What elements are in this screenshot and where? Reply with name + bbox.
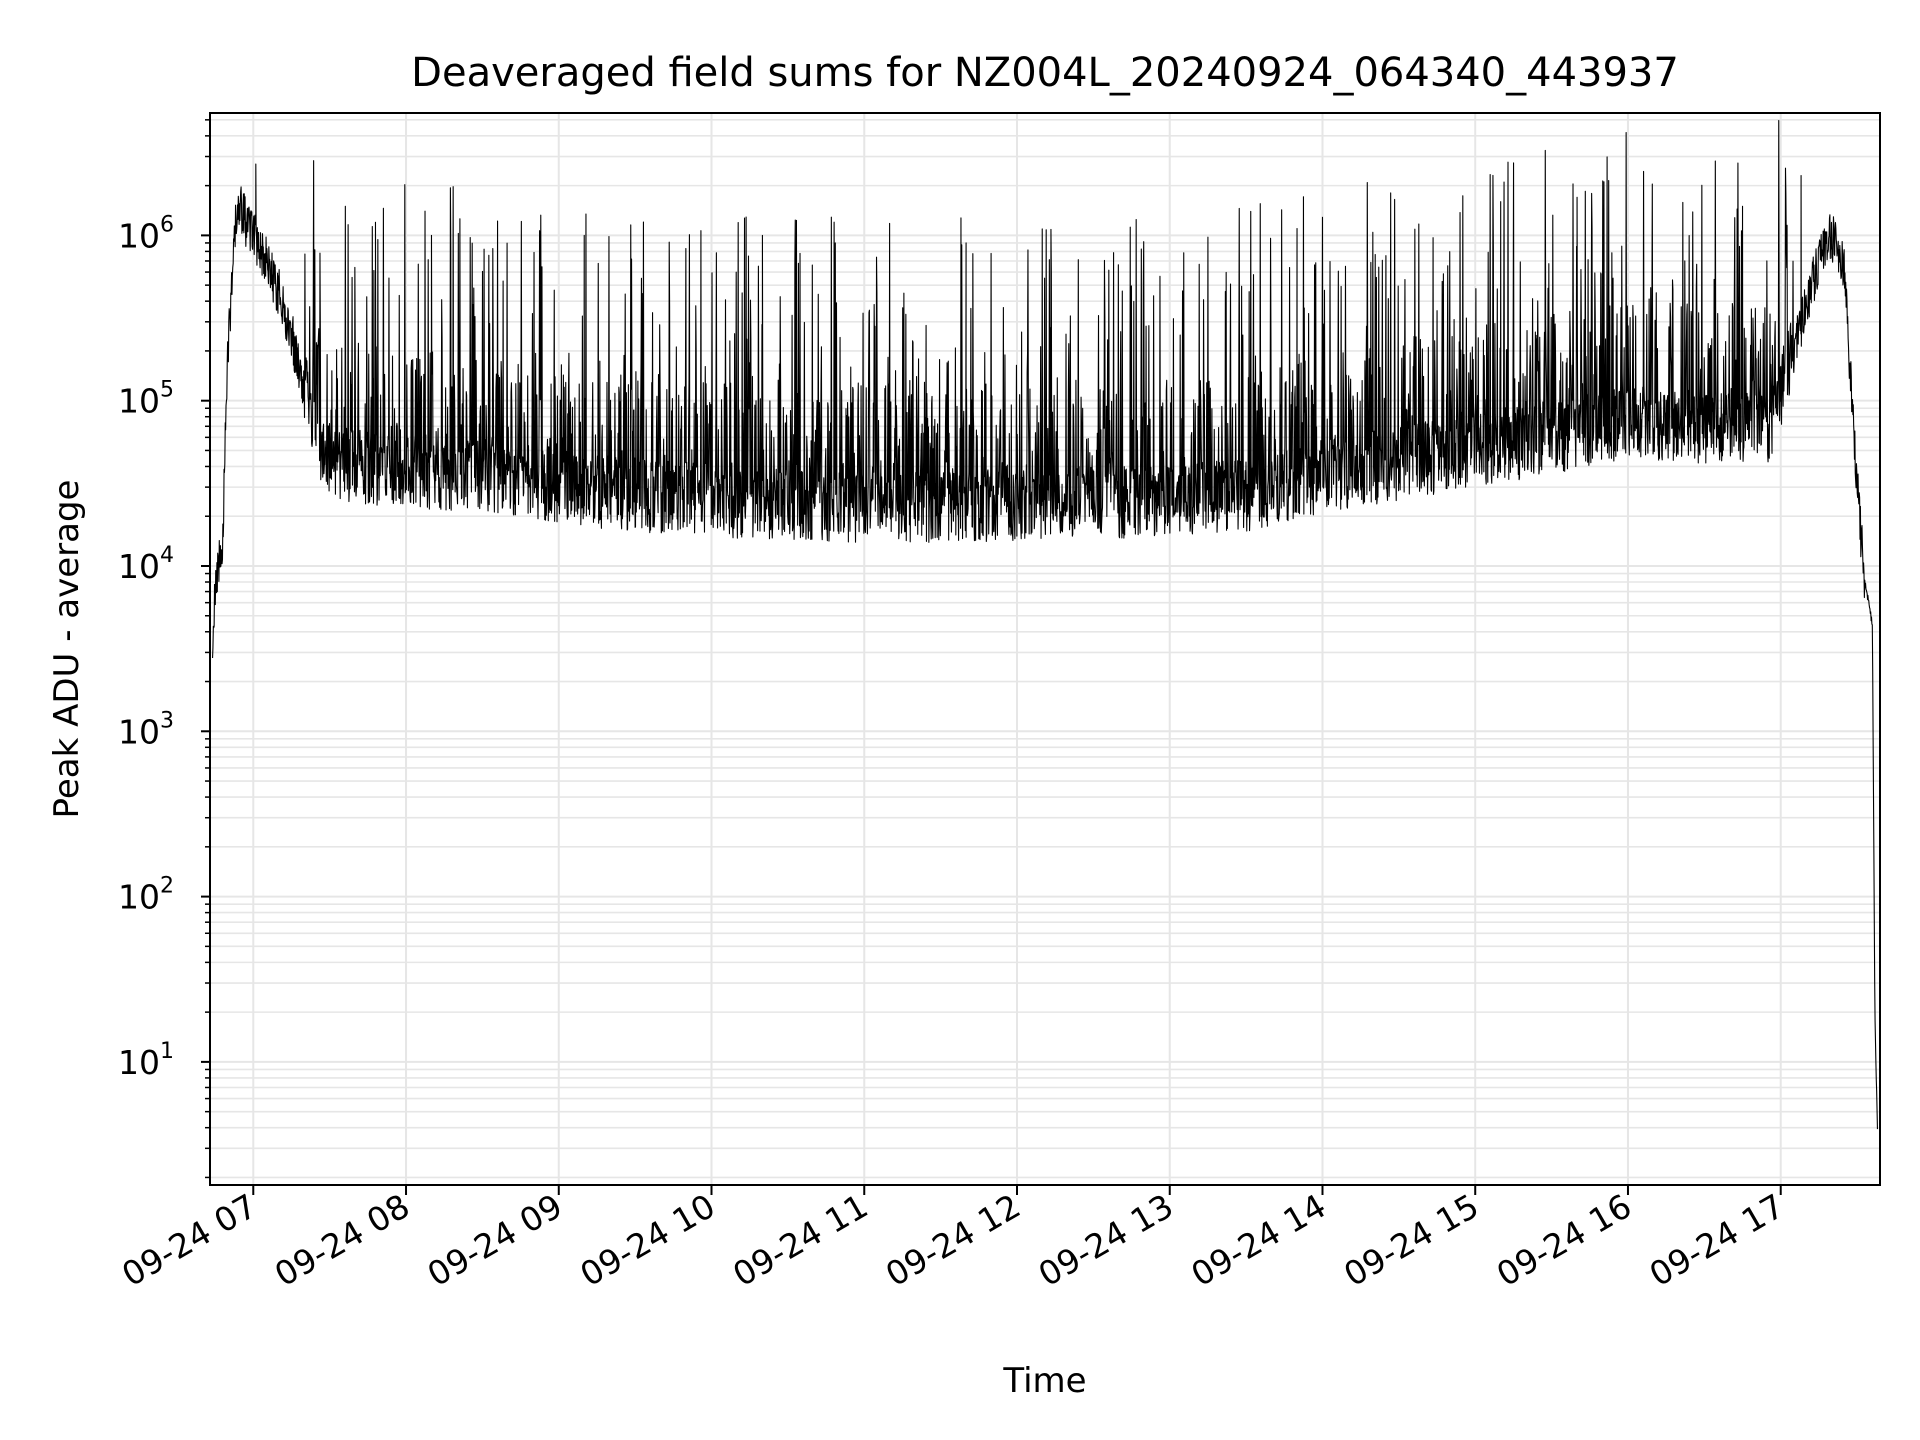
y-tick-label: 103 [118, 708, 174, 751]
plot-area [212, 120, 1878, 1130]
y-axis-label: Peak ADU - average [47, 480, 87, 819]
y-tick-exponent: 1 [160, 1039, 174, 1064]
chart-title: Deaveraged field sums for NZ004L_2024092… [411, 50, 1679, 96]
y-tick-label: 102 [118, 874, 174, 917]
y-tick-label: 104 [118, 543, 174, 586]
axes-frame [209, 112, 1881, 1186]
y-tick-exponent: 4 [160, 543, 174, 568]
y-tick-exponent: 6 [160, 212, 174, 237]
y-tick-base: 10 [118, 547, 160, 586]
y-tick-base: 10 [118, 1043, 160, 1082]
y-tick-exponent: 5 [160, 378, 174, 403]
y-tick-label: 106 [118, 212, 174, 255]
y-tick-label: 105 [118, 378, 174, 421]
y-tick-label: 101 [118, 1039, 174, 1082]
x-axis-label: Time [1002, 1361, 1086, 1401]
y-tick-exponent: 3 [160, 708, 174, 733]
series-line [212, 120, 1878, 1130]
y-tick-base: 10 [118, 382, 160, 421]
y-tick-base: 10 [118, 878, 160, 917]
y-tick-base: 10 [118, 712, 160, 751]
y-tick-base: 10 [118, 216, 160, 255]
y-tick-exponent: 2 [160, 874, 174, 899]
